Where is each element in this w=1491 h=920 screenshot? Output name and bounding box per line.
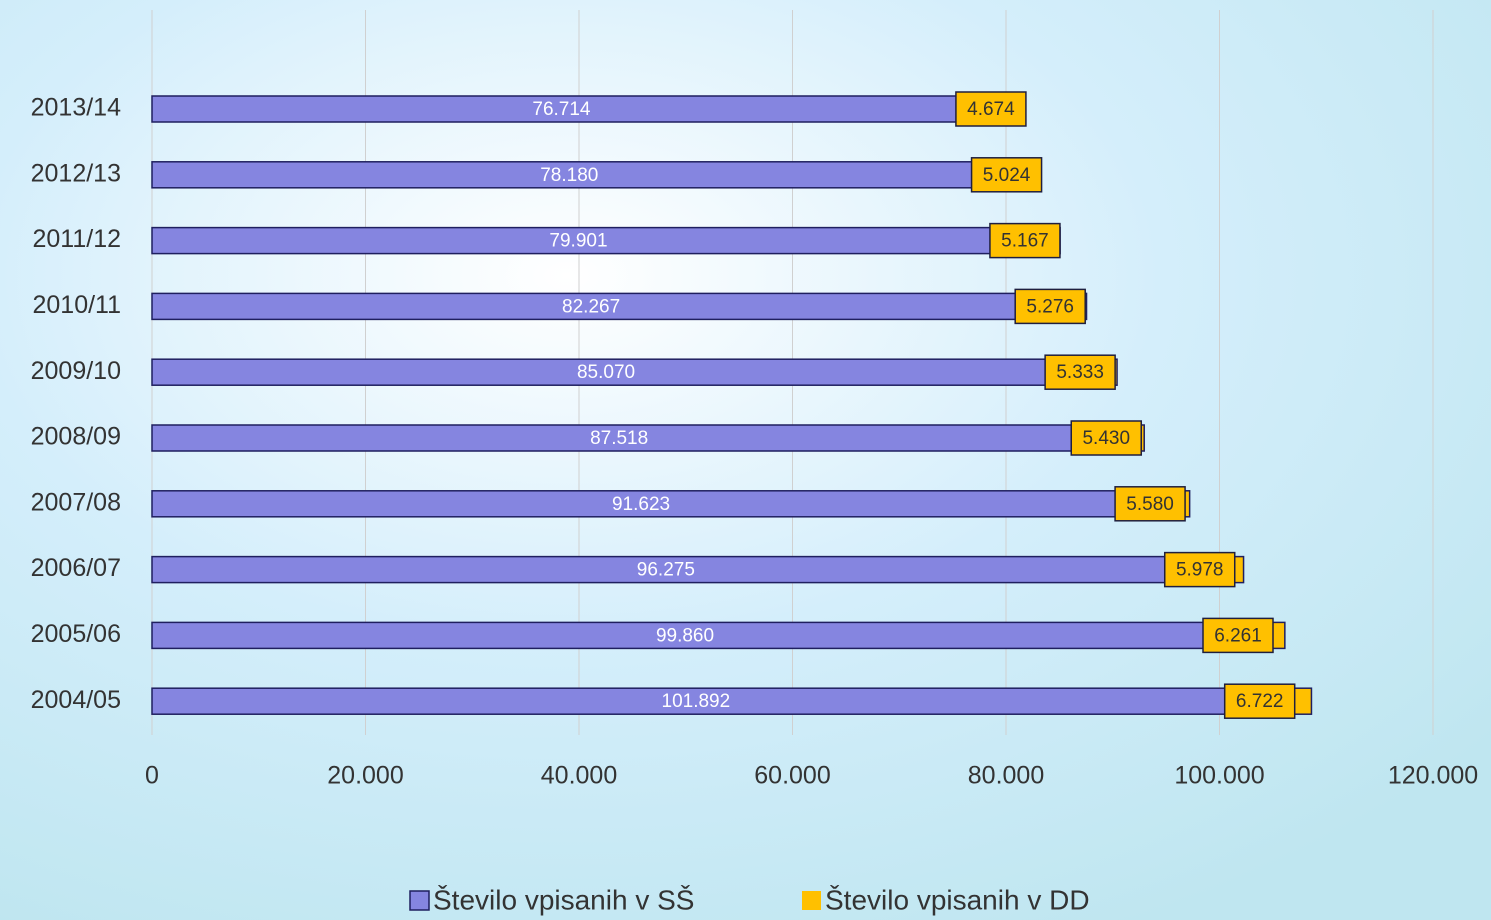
bar xyxy=(151,358,1061,386)
legend-label: Število vpisanih v SŠ xyxy=(433,884,694,915)
y-tick-label: 2009/10 xyxy=(31,357,121,385)
value-label-box xyxy=(1070,420,1143,456)
bar xyxy=(151,161,988,189)
x-tick-label: 20.000 xyxy=(327,762,403,790)
value-label-box xyxy=(1163,551,1236,588)
x-tick-label: 40.000 xyxy=(541,762,617,790)
value-label: 6.261 xyxy=(1214,625,1262,646)
bar xyxy=(151,424,1088,452)
bar xyxy=(151,687,1241,715)
bar xyxy=(151,95,972,123)
y-tick-label: 2005/06 xyxy=(31,620,121,648)
value-label: 6.722 xyxy=(1236,691,1284,712)
value-label: 99.860 xyxy=(656,625,714,646)
value-label-box xyxy=(1014,288,1086,325)
value-label: 5.430 xyxy=(1082,428,1130,449)
y-tick-label: 2007/08 xyxy=(31,488,121,516)
value-label: 101.892 xyxy=(662,691,731,712)
x-tick-label: 100.000 xyxy=(1174,762,1264,790)
value-label: 96.275 xyxy=(637,560,695,581)
value-label: 5.333 xyxy=(1056,362,1104,383)
legend-swatch xyxy=(802,891,821,910)
y-tick-label: 2010/11 xyxy=(32,291,121,319)
value-label: 78.180 xyxy=(540,165,598,186)
value-label-box xyxy=(1223,683,1296,719)
value-label: 5.276 xyxy=(1026,296,1074,317)
x-tick-label: 60.000 xyxy=(754,762,830,790)
y-tick-label: 2012/13 xyxy=(31,159,121,187)
y-tick-label: 2008/09 xyxy=(31,423,121,451)
bar xyxy=(151,490,1131,518)
value-label-box xyxy=(1044,354,1116,390)
value-label: 82.267 xyxy=(562,296,620,317)
y-tick-label: 2004/05 xyxy=(31,686,121,714)
value-label: 85.070 xyxy=(577,362,635,383)
bar xyxy=(151,621,1219,650)
value-label: 4.674 xyxy=(967,99,1015,120)
value-label: 5.024 xyxy=(983,165,1031,186)
value-label: 5.978 xyxy=(1176,560,1224,581)
x-tick-label: 0 xyxy=(145,762,159,790)
value-label: 79.901 xyxy=(549,231,607,252)
value-label: 5.167 xyxy=(1001,231,1049,252)
value-label-box xyxy=(1202,617,1274,654)
value-label-box xyxy=(1114,486,1186,522)
x-tick-label: 80.000 xyxy=(968,762,1044,790)
x-tick-label: 120.000 xyxy=(1388,762,1478,790)
value-label: 91.623 xyxy=(612,494,670,515)
y-tick-label: 2013/14 xyxy=(31,94,121,122)
legend-label: Število vpisanih v DD xyxy=(825,884,1090,915)
value-label-box xyxy=(989,222,1061,259)
y-tick-label: 2011/12 xyxy=(32,225,121,253)
bar xyxy=(151,555,1181,584)
y-tick-label: 2006/07 xyxy=(31,554,121,582)
value-label: 87.518 xyxy=(590,428,648,449)
value-label: 5.580 xyxy=(1126,494,1174,515)
value-label: 76.714 xyxy=(532,99,591,120)
value-label-box xyxy=(970,157,1043,193)
value-label-box xyxy=(955,91,1027,127)
legend-swatch xyxy=(409,890,430,911)
